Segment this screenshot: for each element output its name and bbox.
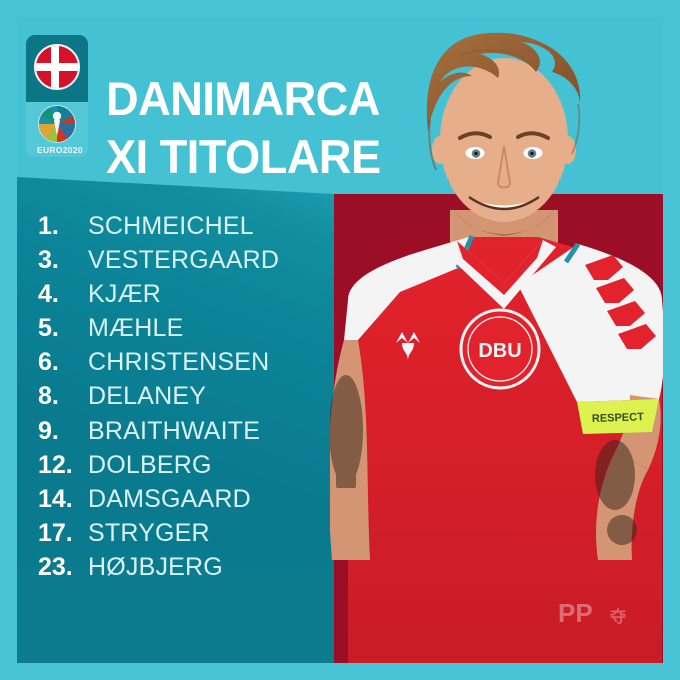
svg-text:夺: 夺 <box>609 607 627 626</box>
svg-text:RESPECT: RESPECT <box>592 411 645 425</box>
svg-text:PP: PP <box>558 598 593 628</box>
svg-text:DBU: DBU <box>478 340 521 362</box>
